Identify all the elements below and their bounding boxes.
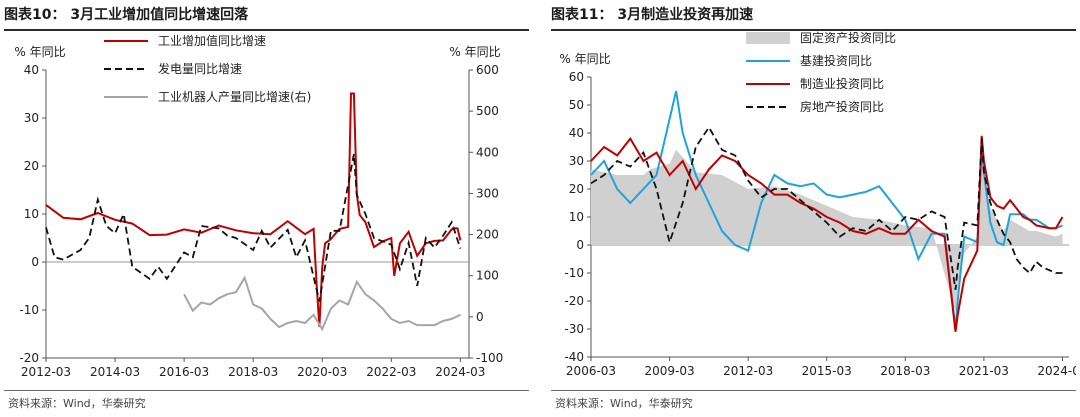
y-tick-label: 40 (569, 126, 584, 140)
y-right-tick-label: 200 (476, 228, 499, 242)
y-tick-label: -40 (564, 350, 584, 364)
y-axis-label: % 年同比 (14, 45, 65, 59)
y-tick-label: 60 (569, 70, 584, 84)
y-tick-label: -20 (19, 351, 39, 365)
y-tick-label: 20 (24, 159, 39, 173)
chart-industrial-output: -20-10010203040-100010020030040050060020… (14, 33, 503, 379)
legend-label: 制造业投资同比 (800, 76, 884, 91)
y-tick-label: 30 (24, 111, 39, 125)
y-right-tick-label: 300 (476, 186, 499, 200)
chart-manufacturing-investment: -40 -30 -20 -10 0 10 20 30 40 50 60 2006-03 2009-03 2… (559, 30, 1076, 378)
legend-label: 基建投资同比 (800, 53, 872, 68)
series-line (590, 125, 1063, 290)
chart-title: 图表11： 3月制造业投资再加速 (551, 7, 754, 23)
series-line (183, 275, 461, 332)
y-tick-label: 30 (569, 154, 584, 168)
x-tick-label: 2012-03 (21, 365, 71, 379)
y-right-tick-label: 500 (476, 104, 499, 118)
y-tick-label: 50 (569, 98, 584, 112)
series-line (590, 90, 1063, 330)
bottom-rule (4, 390, 529, 391)
x-tick-label: 2021-03 (959, 364, 1009, 378)
series-line (45, 153, 462, 302)
y-right-tick-label: -100 (476, 351, 503, 365)
x-tick-label: 2009-03 (645, 364, 695, 378)
y-right-axis-label: % 年同比 (449, 45, 500, 59)
series-line (590, 135, 1064, 332)
y-tick-label: 10 (569, 210, 584, 224)
y-tick-label: 20 (569, 182, 584, 196)
legend-label: 工业机器人产量同比增速(右) (158, 89, 311, 104)
title-rule (4, 29, 529, 31)
y-tick-label: -20 (564, 294, 584, 308)
legend-label: 房地产投资同比 (800, 99, 884, 114)
y-tick-label: 40 (24, 63, 39, 77)
y-right-tick-label: 600 (476, 63, 499, 77)
legend-swatch (746, 32, 790, 44)
series-line (45, 92, 462, 327)
legend-label: 发电量同比增速 (158, 61, 242, 76)
x-tick-label: 2016-03 (159, 365, 209, 379)
x-tick-label: 2022-03 (366, 365, 416, 379)
series-area (591, 147, 1063, 313)
source-note: 资料来源：Wind，华泰研究 (555, 397, 693, 410)
source-note: 资料来源：Wind，华泰研究 (8, 397, 146, 410)
x-tick-label: 2024-03 (1037, 364, 1076, 378)
chart-panel-investment: 图表11： 3月制造业投资再加速 -40 -30 -20 -10 0 10 20 30 40 50… (551, 0, 1076, 417)
x-tick-label: 2018-03 (880, 364, 930, 378)
x-tick-label: 2014-03 (90, 365, 140, 379)
legend-label: 工业增加值同比增速 (158, 33, 266, 48)
title-rule (551, 29, 1076, 31)
x-tick-label: 2006-03 (566, 364, 616, 378)
y-tick-label: -30 (564, 322, 584, 336)
chart-title: 图表10： 3月工业增加值同比增速回落 (4, 7, 249, 23)
x-tick-label: 2015-03 (802, 364, 852, 378)
legend-label: 固定资产投资同比 (800, 30, 896, 45)
chart-panel-industrial: 图表10： 3月工业增加值同比增速回落 -20 -10 0 10 20 30 40 -100 0… (4, 0, 529, 417)
x-tick-label: 2020-03 (297, 365, 347, 379)
x-tick-label: 2012-03 (723, 364, 773, 378)
y-axis-label: % 年同比 (559, 52, 610, 66)
x-tick-label: 2024-03 (435, 365, 485, 379)
bottom-rule (551, 390, 1076, 391)
y-right-tick-label: 400 (476, 145, 499, 159)
y-right-tick-label: 0 (476, 310, 484, 324)
y-tick-label: 10 (24, 207, 39, 221)
y-tick-label: -10 (564, 266, 584, 280)
y-right-tick-label: 100 (476, 269, 499, 283)
y-tick-label: 0 (576, 238, 584, 252)
y-tick-label: 0 (31, 255, 39, 269)
y-tick-label: -10 (19, 303, 39, 317)
x-tick-label: 2018-03 (228, 365, 278, 379)
